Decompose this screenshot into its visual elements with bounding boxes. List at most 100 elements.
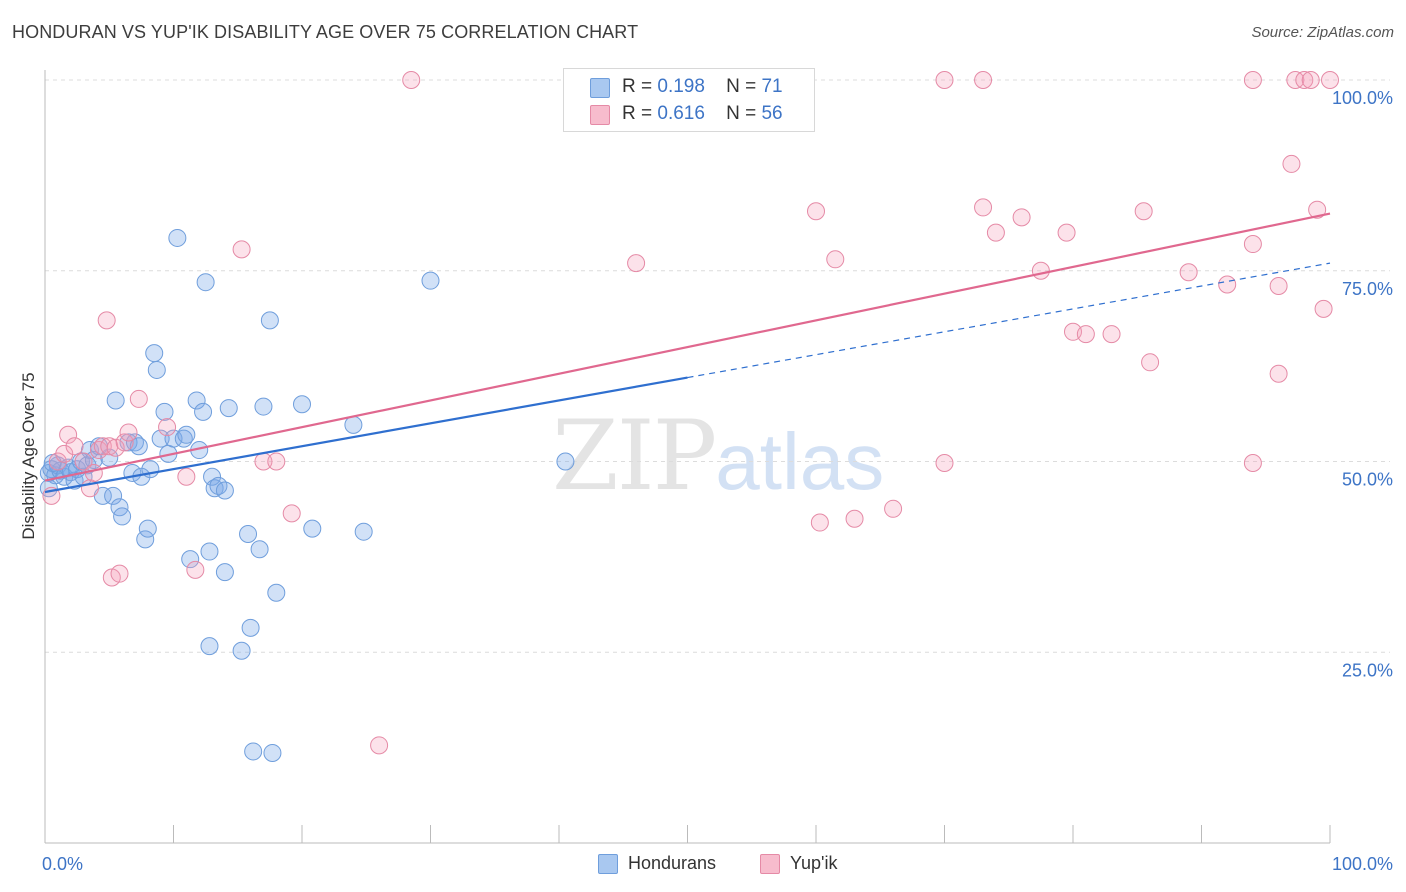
point-yupik-24 xyxy=(282,504,301,523)
point-hondurans-42 xyxy=(194,402,213,421)
point-hondurans-38 xyxy=(177,425,196,444)
point-yupik-30 xyxy=(807,202,825,221)
point-hondurans-45 xyxy=(200,637,219,656)
point-yupik-4 xyxy=(65,437,84,456)
point-yupik-58 xyxy=(1301,71,1320,89)
point-yupik-16 xyxy=(119,423,138,442)
point-yupik-49 xyxy=(1218,275,1237,294)
point-hondurans-28 xyxy=(138,519,157,538)
point-yupik-14 xyxy=(110,564,129,583)
point-yupik-54 xyxy=(1269,364,1288,383)
point-yupik-11 xyxy=(100,437,119,456)
trendline-hondurans xyxy=(44,376,688,494)
legend-swatch-yupik xyxy=(590,105,610,125)
point-yupik-34 xyxy=(884,499,903,518)
point-hondurans-60 xyxy=(267,583,286,602)
legend-n-value-hondurans: 71 xyxy=(761,76,783,97)
point-yupik-51 xyxy=(1243,71,1262,89)
point-yupik-18 xyxy=(158,418,177,437)
point-yupik-13 xyxy=(106,438,125,457)
legend-r-value-hondurans: 0.198 xyxy=(657,76,705,97)
point-yupik-35 xyxy=(935,71,954,89)
point-hondurans-61 xyxy=(293,395,311,414)
point-yupik-36 xyxy=(935,454,954,473)
point-hondurans-50 xyxy=(215,563,234,582)
point-hondurans-48 xyxy=(209,476,228,495)
point-yupik-57 xyxy=(1295,71,1314,89)
point-hondurans-32 xyxy=(151,429,170,448)
point-yupik-10 xyxy=(97,311,116,330)
legend-swatch-hondurans xyxy=(590,78,610,98)
legend-r-label: R = xyxy=(622,103,653,124)
point-hondurans-19 xyxy=(106,391,125,410)
legend-n-label: N = xyxy=(726,103,757,124)
point-yupik-3 xyxy=(59,425,78,444)
point-yupik-25 xyxy=(370,736,389,755)
point-hondurans-52 xyxy=(232,641,251,660)
point-hondurans-39 xyxy=(181,550,200,569)
correlation-legend: R = 0.198 N = 71 R = 0.616 N = 56 xyxy=(563,68,815,132)
point-hondurans-18 xyxy=(104,486,123,505)
legend-n-label: N = xyxy=(726,76,757,97)
point-hondurans-63 xyxy=(344,415,363,434)
point-hondurans-57 xyxy=(254,397,273,416)
point-hondurans-44 xyxy=(200,542,219,561)
point-hondurans-30 xyxy=(145,344,164,363)
bottom-legend-label-yupik: Yup'ik xyxy=(790,853,838,873)
bottom-legend-swatch-yupik xyxy=(760,854,780,874)
watermark-zip: ZIP xyxy=(552,400,717,512)
point-yupik-21 xyxy=(232,240,251,259)
point-yupik-50 xyxy=(1243,235,1262,254)
point-hondurans-62 xyxy=(303,519,322,538)
legend-r-label: R = xyxy=(622,76,653,97)
y-tick-label-3: 100.0% xyxy=(1332,88,1393,108)
chart-title: HONDURAN VS YUP'IK DISABILITY AGE OVER 7… xyxy=(12,22,639,42)
point-yupik-27 xyxy=(627,254,646,273)
y-tick-label-1: 50.0% xyxy=(1342,470,1393,490)
point-yupik-17 xyxy=(129,389,148,408)
point-hondurans-36 xyxy=(168,228,187,247)
source-label: Source: ZipAtlas.com xyxy=(1251,24,1394,41)
point-yupik-48 xyxy=(1179,263,1198,282)
point-hondurans-43 xyxy=(196,273,215,292)
point-yupik-45 xyxy=(1102,325,1121,344)
point-hondurans-51 xyxy=(219,399,238,418)
trendline-hondurans-extension xyxy=(687,262,1331,379)
point-yupik-60 xyxy=(1314,299,1333,318)
point-hondurans-21 xyxy=(113,507,132,526)
y-tick-label-2: 75.0% xyxy=(1342,279,1393,299)
point-yupik-52 xyxy=(1243,454,1262,473)
legend-r-value-yupik: 0.616 xyxy=(657,103,705,124)
point-hondurans-55 xyxy=(244,742,263,761)
point-yupik-61 xyxy=(1321,71,1339,89)
point-yupik-41 xyxy=(1031,261,1050,280)
point-yupik-38 xyxy=(974,71,993,89)
point-hondurans-64 xyxy=(354,522,373,541)
point-hondurans-25 xyxy=(129,437,148,456)
point-yupik-53 xyxy=(1269,277,1288,296)
legend-n-value-yupik: 56 xyxy=(761,103,783,124)
point-yupik-33 xyxy=(845,509,864,528)
point-hondurans-49 xyxy=(215,481,234,500)
point-hondurans-31 xyxy=(147,360,166,379)
point-yupik-40 xyxy=(1012,208,1031,227)
point-yupik-19 xyxy=(177,467,196,486)
point-yupik-55 xyxy=(1282,154,1301,173)
point-hondurans-58 xyxy=(260,311,279,330)
point-yupik-37 xyxy=(974,198,993,217)
point-yupik-9 xyxy=(93,437,112,456)
point-yupik-31 xyxy=(810,513,829,532)
point-yupik-26 xyxy=(402,71,421,89)
x-tick-label-1: 100.0% xyxy=(1332,854,1393,874)
point-yupik-5 xyxy=(74,452,93,471)
bottom-legend-label-hondurans: Hondurans xyxy=(628,853,717,873)
point-yupik-59 xyxy=(1308,200,1327,219)
point-yupik-44 xyxy=(1076,325,1095,344)
y-tick-label-0: 25.0% xyxy=(1342,660,1393,680)
point-hondurans-46 xyxy=(203,467,222,486)
point-hondurans-59 xyxy=(263,743,282,762)
point-hondurans-53 xyxy=(239,524,258,543)
point-yupik-32 xyxy=(826,250,845,269)
point-yupik-47 xyxy=(1141,353,1160,372)
